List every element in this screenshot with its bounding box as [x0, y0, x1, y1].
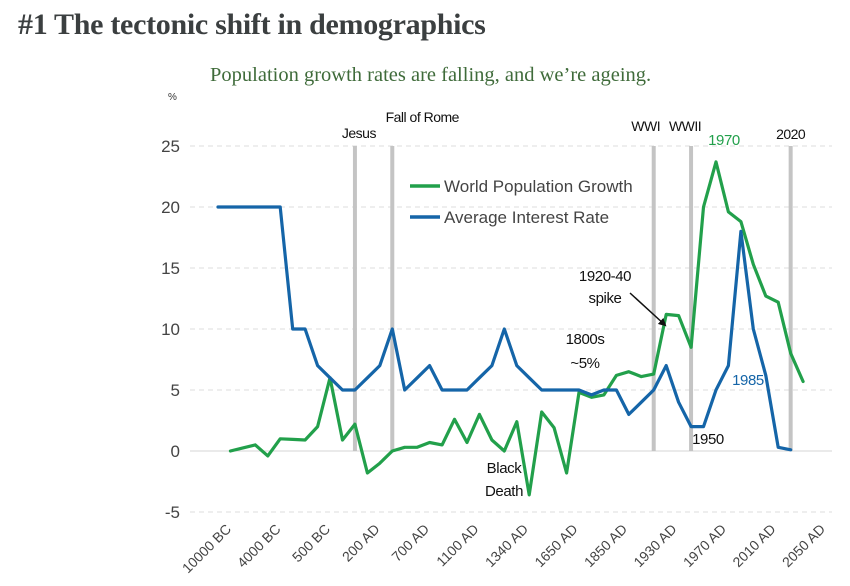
gridlines: [190, 145, 832, 513]
legend-label: World Population Growth: [444, 177, 633, 196]
y-axis-unit-label: %: [168, 92, 177, 103]
annotation-label: Death: [485, 483, 523, 500]
annotation-label: Black: [487, 460, 523, 477]
y-tick-label: 25: [161, 137, 180, 156]
y-axis-ticks: 25 20 15 10 5 0 -5: [161, 137, 180, 522]
y-tick-label: 5: [171, 381, 180, 400]
legend: World Population Growth Average Interest …: [410, 177, 633, 227]
y-tick-label: 10: [161, 320, 180, 339]
event-marker-label: WWI: [631, 118, 660, 134]
x-tick-label: 1970 AD: [680, 521, 729, 570]
annotation-label: 1970: [708, 132, 740, 149]
series-lines: [216, 160, 805, 497]
x-tick-label: 1930 AD: [630, 521, 679, 570]
annotation-label: ~5%: [570, 355, 599, 372]
x-tick-label: 10000 BC: [179, 521, 234, 576]
event-marker-label: Jesus: [342, 125, 377, 141]
y-tick-label: 0: [171, 442, 180, 461]
annotation-label: 1920-40: [579, 268, 631, 285]
y-tick-label: 15: [161, 259, 180, 278]
x-tick-label: 1340 AD: [482, 521, 531, 570]
x-tick-label: 2010 AD: [729, 521, 778, 570]
chart-subtitle: Population growth rates are falling, and…: [210, 64, 652, 86]
annotation-arrow: [629, 292, 667, 327]
legend-label: Average Interest Rate: [444, 208, 609, 227]
x-tick-label: 1850 AD: [581, 521, 630, 570]
annotations: 1970 1985 1950 Black Death 1800s ~5% 1920-40 spi…: [485, 132, 764, 500]
x-tick-label: 700 AD: [388, 521, 432, 565]
annotation-label: 1950: [692, 431, 724, 448]
event-marker-label: Fall of Rome: [386, 109, 460, 125]
event-markers: Jesus Fall of Rome WWI WWII 2020: [342, 109, 806, 451]
page-title: #1 The tectonic shift in demographics: [18, 8, 486, 41]
y-tick-label: 20: [161, 198, 180, 217]
series-line-average-interest-rate: [216, 205, 793, 452]
x-tick-label: 200 AD: [339, 521, 383, 565]
x-tick-label: 4000 BC: [234, 521, 284, 571]
annotation-label: spike: [588, 290, 621, 307]
event-marker-label: WWII: [669, 118, 701, 134]
x-axis-ticks: 10000 BC 4000 BC 500 BC 200 AD 700 AD 1100 AD…: [179, 521, 828, 576]
x-tick-label: 1650 AD: [531, 521, 580, 570]
event-marker-label: 2020: [776, 126, 806, 142]
annotation-label: 1800s: [566, 331, 605, 348]
annotation-label: 1985: [732, 372, 764, 389]
series-line-world-population-growth: [228, 160, 805, 497]
x-tick-label: 500 BC: [289, 521, 333, 565]
y-tick-label: -5: [165, 503, 180, 522]
x-tick-label: 2050 AD: [779, 521, 828, 570]
x-tick-label: 1100 AD: [433, 521, 482, 570]
